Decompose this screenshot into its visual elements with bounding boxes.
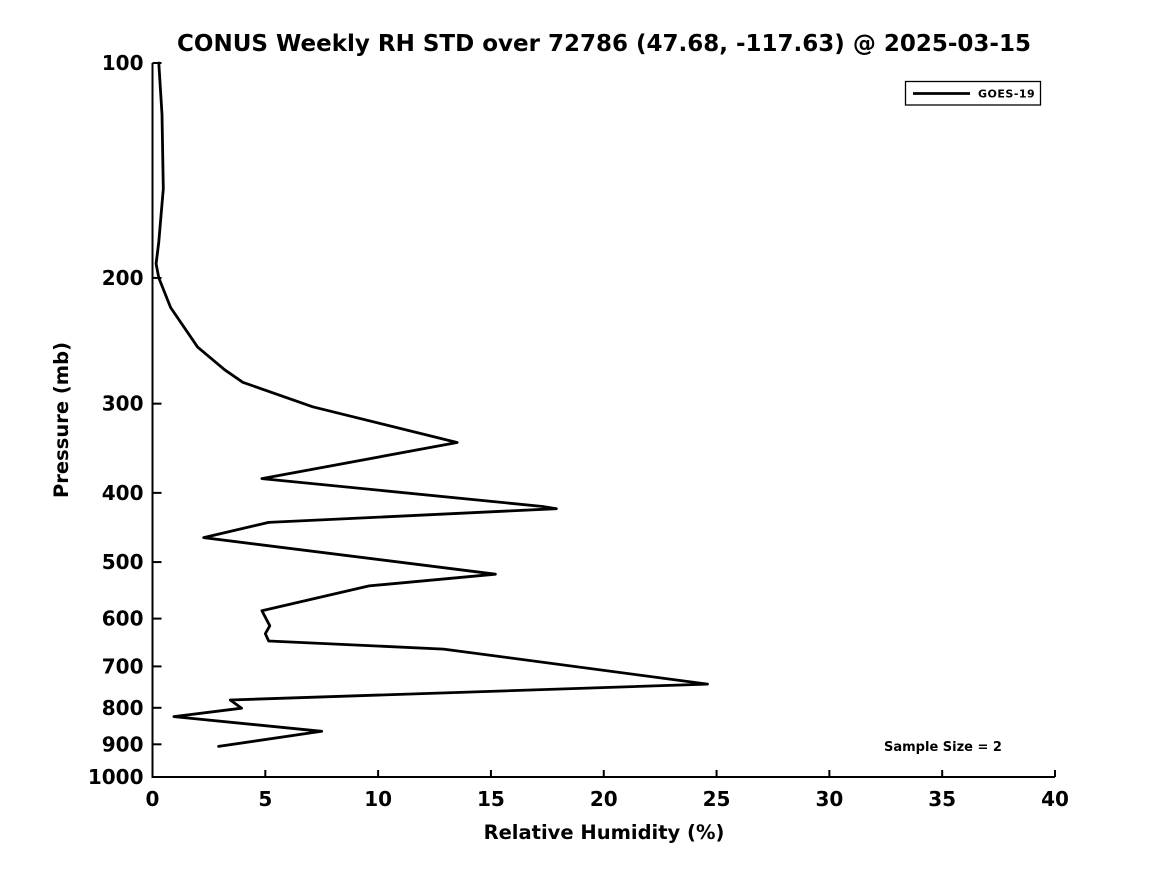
y-tick-label: 100: [102, 51, 144, 75]
x-tick-label: 25: [703, 787, 731, 811]
legend: GOES-19: [904, 80, 1042, 106]
y-tick-label: 1000: [88, 765, 144, 789]
x-tick-label: 5: [258, 787, 272, 811]
y-tick-label: 700: [102, 654, 144, 678]
x-tick-label: 40: [1041, 787, 1069, 811]
y-tick-label: 500: [102, 550, 144, 574]
chart-title: CONUS Weekly RH STD over 72786 (47.68, -…: [177, 31, 1031, 57]
x-tick-label: 20: [590, 787, 618, 811]
rh-profile-line: [154, 61, 709, 748]
y-tick-label: 300: [102, 392, 144, 416]
sample-size-annotation: Sample Size = 2: [884, 740, 1002, 755]
x-tick-label: 35: [928, 787, 956, 811]
y-tick-label: 900: [102, 732, 144, 756]
x-tick-label: 30: [815, 787, 843, 811]
x-tick-label: 0: [146, 787, 160, 811]
y-tick-label: 600: [102, 607, 144, 631]
y-tick-label: 800: [102, 696, 144, 720]
x-tick-label: 10: [364, 787, 392, 811]
y-tick-label: 400: [102, 481, 144, 505]
x-axis-label: Relative Humidity (%): [484, 821, 725, 844]
legend-label: GOES-19: [978, 88, 1035, 101]
legend-box: [904, 80, 1042, 106]
y-tick-label: 200: [102, 266, 144, 290]
rh-profile-series: [154, 61, 709, 748]
y-axis-label: Pressure (mb): [50, 342, 73, 498]
x-tick-label: 15: [477, 787, 505, 811]
